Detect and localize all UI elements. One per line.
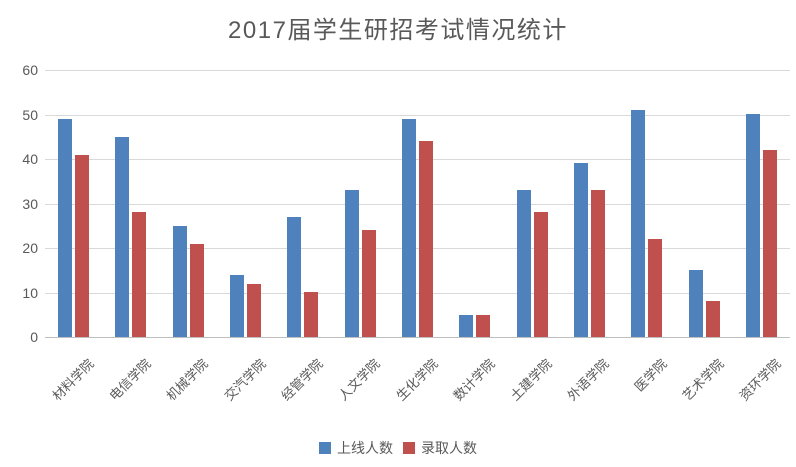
bar-group [45,70,102,337]
legend-label-online: 上线人数 [337,440,393,456]
bar-group [733,70,790,337]
y-tick-label: 60 [22,62,38,78]
gridline [45,159,790,160]
bar-online [573,163,588,337]
bar-online [688,270,703,337]
y-tick-label: 10 [22,284,38,301]
bar-group [389,70,446,337]
bar-group [561,70,618,337]
bar-online [516,190,531,337]
bar-group [504,70,561,337]
legend-label-admitted: 录取人数 [421,440,477,456]
bar-admitted [648,239,663,337]
bar-online [459,315,474,337]
bar-group [217,70,274,337]
bar-online [402,119,417,337]
bar-group [274,70,331,337]
bar-online [344,190,359,337]
bar-online [287,217,302,337]
gridline [45,203,790,205]
bar-admitted [361,230,376,337]
bar-online [58,119,73,337]
bar-group [446,70,503,337]
bar-online [115,137,130,337]
gridline [45,292,790,294]
legend-swatch-admitted [403,442,415,454]
legend: 上线人数 录取人数 [0,438,796,458]
bar-admitted [705,301,720,337]
y-tick-label: 40 [22,151,38,167]
bar-group [618,70,675,337]
plot-area [45,70,790,337]
legend-item-admitted: 录取人数 [403,438,477,458]
bar-admitted [533,212,548,337]
bar-online [230,275,245,337]
bar-group [675,70,732,337]
bar-admitted [247,284,262,337]
bar-group [102,70,159,337]
bar-admitted [75,155,90,337]
y-tick-label: 0 [30,329,38,345]
gridline [45,70,790,71]
bar-admitted [419,141,434,337]
chart-title: 2017届学生研招考试情况统计 [228,17,568,44]
bar-admitted [189,244,204,337]
legend-swatch-online [319,442,331,454]
bar-admitted [304,292,319,337]
y-tick-label: 30 [22,195,38,212]
y-tick-label: 20 [22,240,38,256]
bar-admitted [590,190,605,337]
bar-group [332,70,389,337]
legend-item-online: 上线人数 [319,438,393,458]
bar-online [172,226,187,337]
gridline [45,248,790,249]
bar-online [745,114,760,337]
bar-group [160,70,217,337]
bar-admitted [132,212,147,337]
y-tick-label: 50 [22,106,38,123]
bar-admitted [762,150,777,337]
bar-online [631,110,646,337]
gridline [45,114,790,116]
bar-admitted [476,315,491,337]
x-axis-line [45,337,790,338]
